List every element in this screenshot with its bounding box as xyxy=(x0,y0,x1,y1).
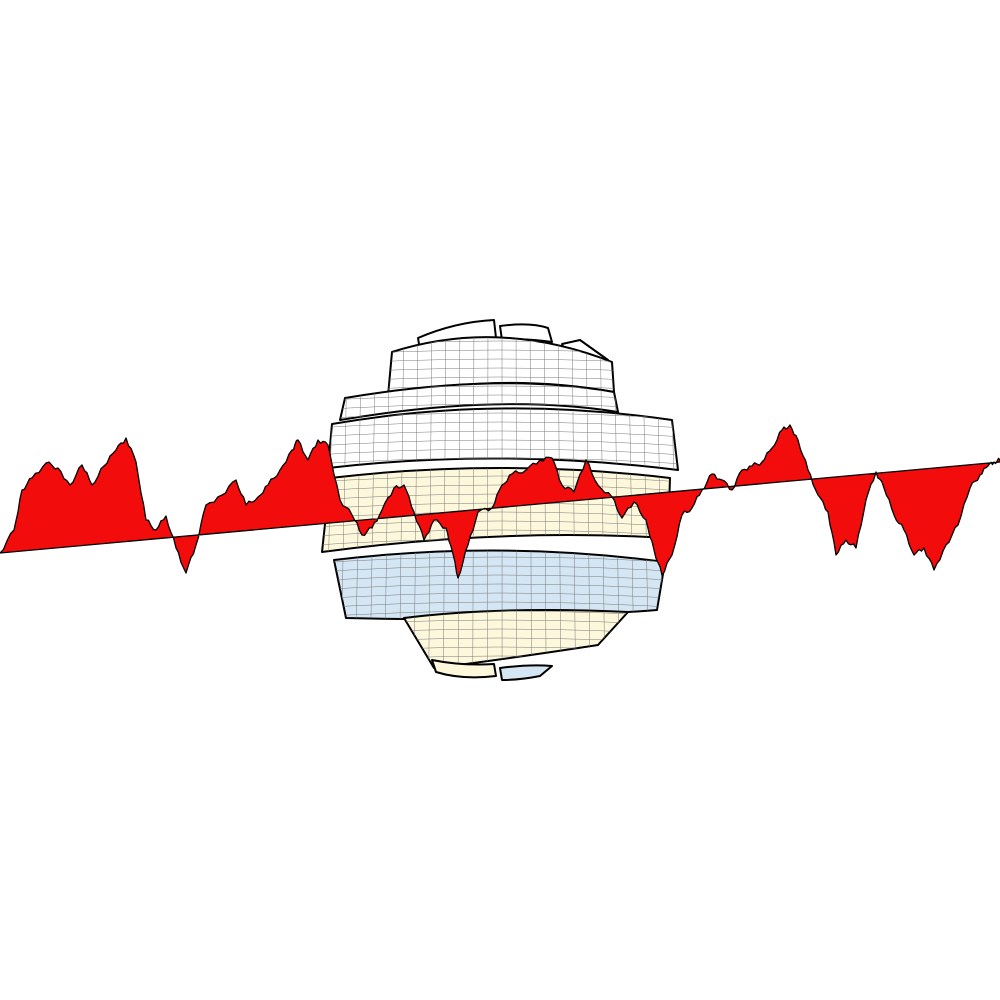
grid-line xyxy=(428,468,433,552)
grid-line xyxy=(515,610,518,668)
grid-line xyxy=(300,674,700,681)
grid-line xyxy=(328,457,678,466)
grid-line xyxy=(599,468,606,552)
grid-line xyxy=(398,337,405,396)
grid-line xyxy=(334,592,665,601)
grid-line xyxy=(443,610,447,668)
grid-line xyxy=(300,674,700,681)
grid-line xyxy=(300,314,700,321)
grid-line xyxy=(388,376,614,385)
red-wave-area xyxy=(0,424,1000,579)
grid-line xyxy=(557,610,562,668)
grid-line xyxy=(487,468,489,552)
grid-line xyxy=(322,529,670,538)
grid-line xyxy=(340,403,618,412)
grid-line xyxy=(428,610,433,668)
grid-line xyxy=(300,314,700,321)
grid-line xyxy=(472,337,475,396)
grid-line xyxy=(413,337,419,396)
grid-line xyxy=(328,430,678,439)
grid-line xyxy=(443,468,447,552)
grid-line xyxy=(300,305,700,312)
grid-line xyxy=(585,610,591,668)
grid-line xyxy=(457,337,461,396)
grid-line xyxy=(300,314,700,321)
sphere-band-upper-wide xyxy=(327,407,679,471)
sphere-bottom-fragment xyxy=(499,664,553,681)
grid-line xyxy=(300,674,700,681)
grid-line xyxy=(413,468,419,552)
grid-line xyxy=(457,610,461,668)
grid-line xyxy=(585,337,591,396)
grid-line xyxy=(300,305,700,312)
grid-line xyxy=(328,421,678,430)
grid-line xyxy=(300,683,700,690)
grid-line xyxy=(388,349,614,358)
grid-line xyxy=(340,468,349,552)
grid-line xyxy=(322,520,670,529)
grid-line xyxy=(557,337,562,396)
grid-line xyxy=(300,674,700,681)
grid-line xyxy=(571,337,576,396)
grid-line xyxy=(487,610,489,668)
sphere-band-lower-wide xyxy=(333,549,666,620)
grid-line xyxy=(404,610,628,619)
grid-line xyxy=(388,358,614,367)
grid-line xyxy=(388,367,614,376)
grid-line xyxy=(404,646,628,655)
grid-line xyxy=(334,556,665,565)
sphere-band-grid xyxy=(300,305,700,690)
grid-line xyxy=(300,674,700,681)
grid-line xyxy=(571,610,576,668)
grid-line xyxy=(404,637,628,646)
grid-line xyxy=(334,574,665,583)
grid-line xyxy=(472,468,475,552)
grid-line xyxy=(300,683,700,690)
grid-line xyxy=(300,683,700,690)
grid-line xyxy=(300,314,700,321)
grid-line xyxy=(404,655,628,664)
grid-line xyxy=(369,468,377,552)
sphere-band-upper xyxy=(339,382,619,421)
sphere-band-lower xyxy=(403,609,629,669)
grid-line xyxy=(300,314,700,321)
grid-line xyxy=(388,340,614,349)
grid-line xyxy=(443,337,447,396)
grid-line xyxy=(472,610,475,668)
grid-line xyxy=(487,337,489,396)
grid-line xyxy=(404,628,628,637)
grid-line xyxy=(599,610,606,668)
grid-line xyxy=(322,475,670,484)
grid-line xyxy=(300,674,700,681)
grid-line xyxy=(300,314,700,321)
grid-line xyxy=(543,337,547,396)
grid-line xyxy=(300,305,700,312)
grid-line xyxy=(328,448,678,457)
grid-line xyxy=(529,610,532,668)
grid-line xyxy=(599,337,606,396)
grid-line xyxy=(404,619,628,628)
grid-line xyxy=(334,565,665,574)
grid-line xyxy=(529,337,532,396)
grid-line xyxy=(515,337,518,396)
grid-line xyxy=(300,305,700,312)
grid-line xyxy=(543,610,547,668)
grid-line xyxy=(334,583,665,592)
grid-line xyxy=(334,601,665,610)
grid-line xyxy=(300,683,700,690)
grid-line xyxy=(457,468,461,552)
grid-line xyxy=(300,305,700,312)
grid-line xyxy=(300,683,700,690)
grid-line xyxy=(340,394,618,403)
grid-line xyxy=(328,439,678,448)
grid-line xyxy=(300,683,700,690)
grid-line xyxy=(428,337,433,396)
grid-line xyxy=(413,610,419,668)
sphere-bottom-fragment xyxy=(431,659,497,679)
grid-line xyxy=(300,305,700,312)
grid-line xyxy=(322,484,670,493)
grid-line xyxy=(354,468,363,552)
